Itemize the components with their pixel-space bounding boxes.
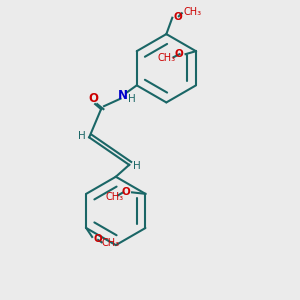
Text: O: O (88, 92, 99, 105)
Text: O: O (174, 49, 183, 59)
Text: H: H (128, 94, 136, 104)
Text: O: O (121, 188, 130, 197)
Text: CH₃: CH₃ (184, 8, 202, 17)
Text: N: N (118, 89, 128, 102)
Text: H: H (133, 161, 140, 171)
Text: CH₃: CH₃ (105, 192, 123, 202)
Text: CH₃: CH₃ (158, 53, 176, 63)
Text: CH₃: CH₃ (102, 238, 120, 248)
Text: O: O (174, 12, 182, 22)
Text: O: O (94, 234, 102, 244)
Text: H: H (78, 131, 85, 141)
